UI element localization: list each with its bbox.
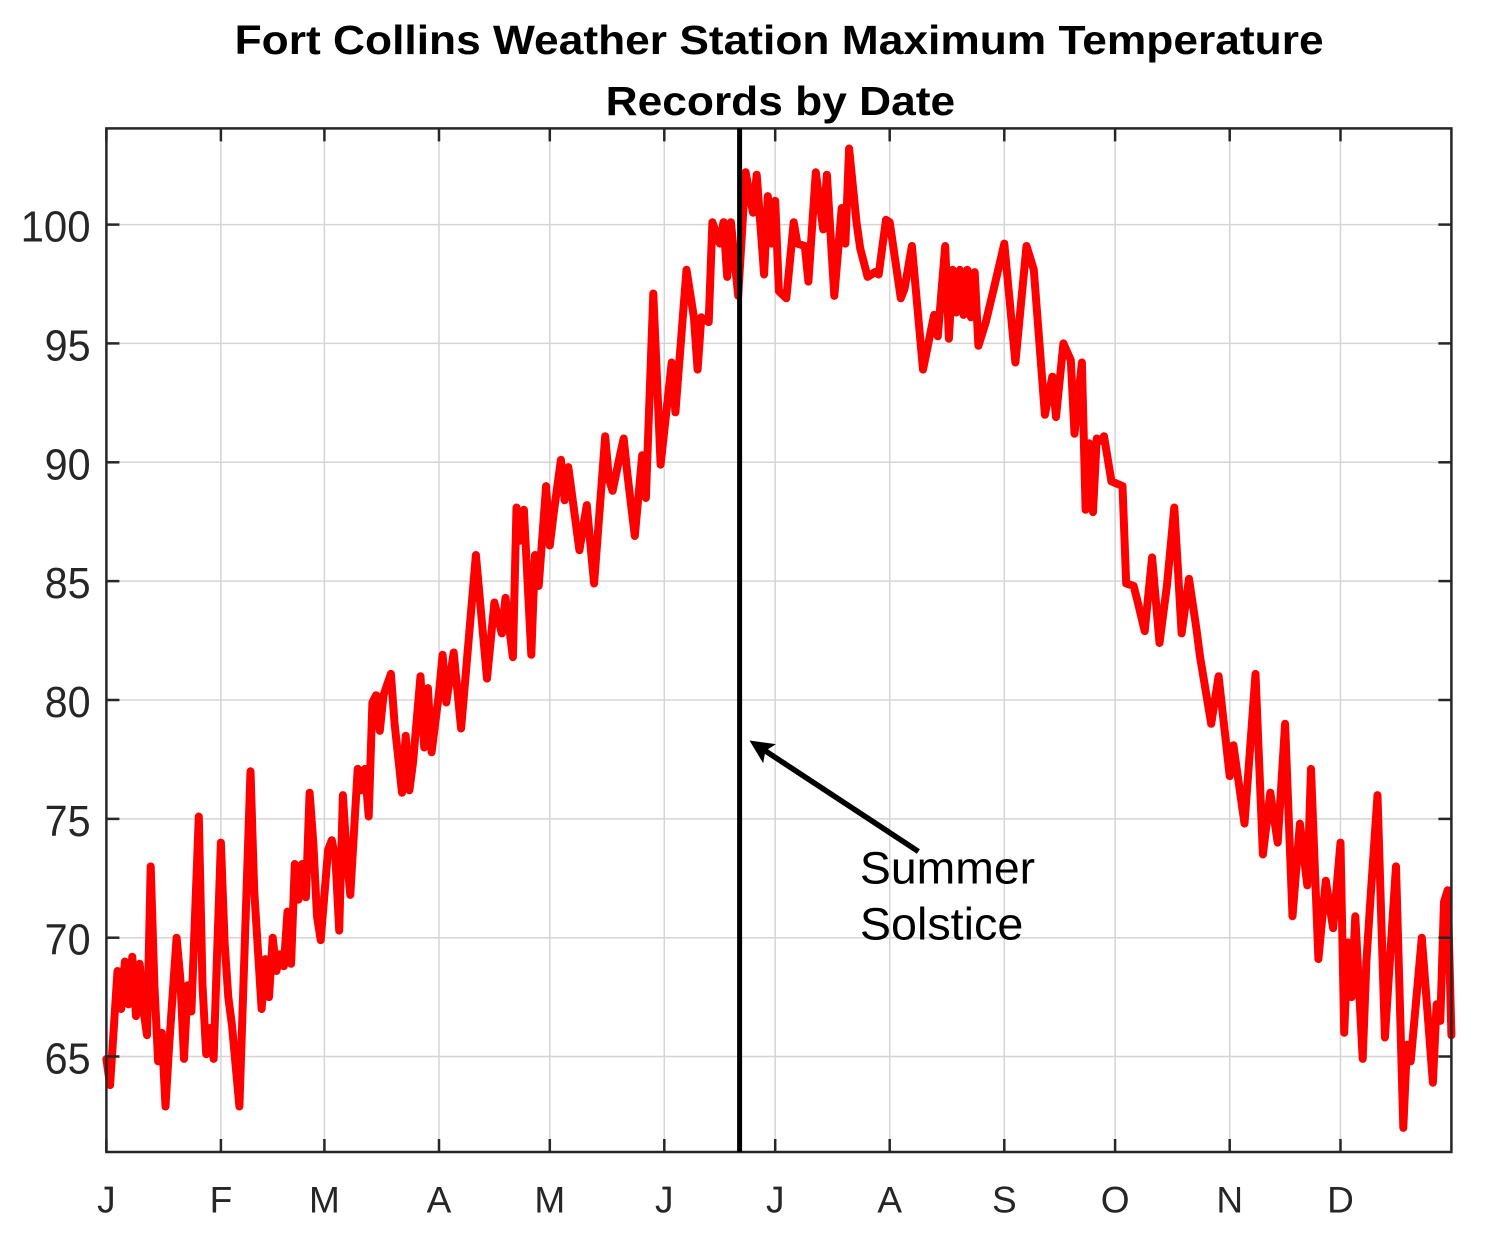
svg-text:Records by Date: Records by Date — [606, 78, 955, 124]
svg-text:A: A — [877, 1180, 902, 1221]
svg-text:S: S — [992, 1180, 1017, 1221]
svg-text:80: 80 — [45, 678, 91, 727]
svg-text:N: N — [1216, 1180, 1243, 1221]
svg-text:100: 100 — [21, 203, 91, 252]
svg-text:Solstice: Solstice — [860, 898, 1023, 949]
svg-text:J: J — [97, 1180, 116, 1221]
svg-text:J: J — [766, 1180, 785, 1221]
svg-text:65: 65 — [45, 1035, 91, 1084]
svg-text:85: 85 — [45, 559, 91, 608]
svg-text:Fort Collins Weather Station M: Fort Collins Weather Station Maximum Tem… — [235, 17, 1324, 63]
svg-text:Summer: Summer — [860, 842, 1035, 893]
svg-text:J: J — [655, 1180, 674, 1221]
svg-text:D: D — [1327, 1180, 1354, 1221]
svg-text:95: 95 — [45, 321, 91, 370]
svg-text:O: O — [1101, 1180, 1130, 1221]
svg-text:M: M — [534, 1180, 565, 1221]
svg-text:A: A — [427, 1180, 452, 1221]
svg-text:75: 75 — [45, 797, 91, 846]
svg-text:90: 90 — [45, 440, 91, 489]
svg-text:70: 70 — [45, 916, 91, 965]
svg-text:F: F — [210, 1180, 233, 1221]
svg-text:M: M — [309, 1180, 340, 1221]
